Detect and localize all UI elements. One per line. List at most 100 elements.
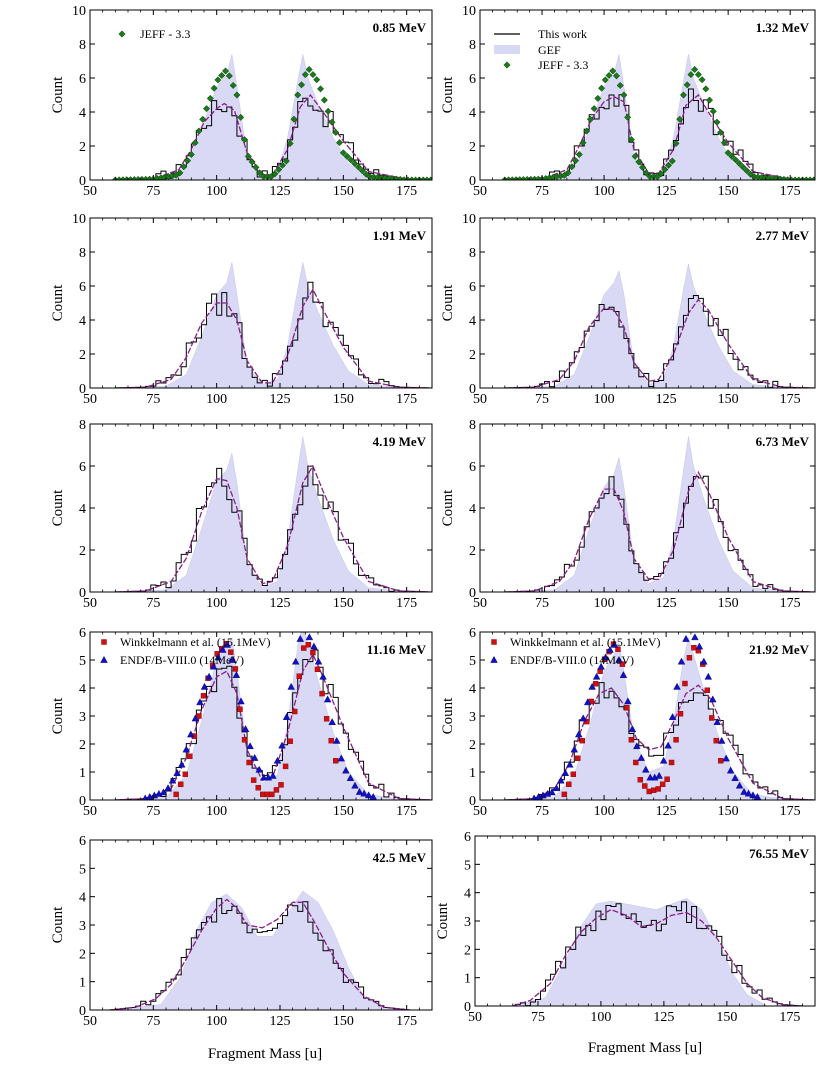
endf-point [323, 695, 332, 703]
y-axis-label: Count [50, 697, 66, 735]
winkkelmann-point [319, 690, 325, 697]
x-tick-label: 100 [206, 596, 227, 611]
panel-9: 50 75 100 125 150 175 0 1 2 3 4 5 6 Count 42.5 MeV [50, 834, 433, 1029]
winkkelmann-point [677, 711, 684, 717]
winkkelmann-point [264, 791, 271, 798]
panel-2: 50 75 100 125 150 175 0 2 4 6 8 10 Count 1.32 MeV This… [440, 4, 816, 199]
endf-point [237, 697, 245, 705]
winkkelmann-point [686, 655, 693, 661]
jeff-point [717, 128, 725, 136]
y-tick-label: 4 [469, 314, 476, 329]
panel-5: 50 75 100 125 150 175 0 2 4 6 8 Count 4.19 MeV [50, 418, 433, 611]
jeff-point [286, 139, 294, 148]
x-tick-label: 125 [270, 392, 291, 407]
y-tick-label: 0 [79, 794, 86, 809]
x-tick-label: 175 [396, 804, 417, 819]
y-axis-label: Count [435, 902, 451, 940]
jeff-point [199, 115, 207, 123]
endf-point [241, 725, 250, 732]
jeff-point [702, 85, 710, 93]
energy-label: 0.85 MeV [373, 20, 427, 35]
energy-label: 76.55 MeV [749, 846, 810, 861]
x-tick-label: 75 [535, 392, 549, 407]
endf-point [619, 671, 628, 678]
winkkelmann-point [584, 718, 590, 725]
endf-point [191, 714, 200, 722]
jeff-point [694, 71, 702, 79]
y-tick-label: 6 [79, 280, 86, 295]
jeff-point [612, 72, 621, 80]
legend-jeff-label: JEFF - 3.3 [140, 27, 190, 41]
panel-1: 50 75 100 125 150 175 0 2 4 6 8 10 Count 0.85 MeV JEFF… [50, 4, 433, 199]
jeff-point [229, 81, 237, 89]
endf-point [726, 766, 735, 774]
endf-point [566, 760, 574, 768]
jeff-point [313, 76, 321, 84]
y-tick-label: 8 [469, 246, 476, 261]
jeff-point [743, 167, 751, 175]
this-work-histogram [494, 295, 813, 388]
y-tick-label: 1 [469, 766, 476, 781]
winkkelmann-point [713, 737, 719, 744]
winkkelmann-point [709, 715, 715, 721]
fit-curve [504, 94, 815, 180]
y-tick-label: 5 [464, 858, 471, 873]
winkkelmann-point [246, 759, 252, 766]
y-axis-label: Count [440, 489, 456, 527]
x-tick-label: 125 [270, 596, 291, 611]
x-tick-label: 125 [656, 392, 677, 407]
y-tick-label: 0 [79, 382, 86, 397]
x-tick-label: 125 [653, 1010, 674, 1025]
endf-point [209, 662, 218, 670]
jeff-point [679, 91, 688, 99]
jeff-point [187, 150, 195, 159]
fit-curve [512, 908, 803, 1006]
endf-point [570, 745, 579, 753]
x-tick-label: 175 [396, 596, 417, 611]
jeff-point [575, 150, 583, 159]
plot-area [105, 632, 432, 800]
winkkelmann-point [273, 787, 280, 793]
y-tick-label: 6 [469, 626, 476, 641]
legend: Winkkelmann et al. (15.1MeV) ENDF/B-VIII.… [100, 635, 270, 667]
y-tick-label: 6 [469, 72, 476, 87]
endf-point [328, 718, 336, 725]
endf-point [633, 742, 641, 750]
jeff-point [732, 156, 740, 164]
plot-area [105, 436, 432, 592]
legend-winkkelmann-swatch [491, 639, 497, 645]
jeff-point [282, 157, 290, 165]
plot-area [494, 263, 815, 388]
endf-point [686, 632, 695, 633]
x-tick-label: 175 [396, 1014, 417, 1029]
gef-area [115, 436, 432, 592]
y-tick-label: 3 [79, 710, 86, 725]
energy-label: 1.91 MeV [373, 228, 427, 243]
winkkelmann-point [659, 781, 666, 788]
endf-point [351, 781, 359, 789]
plot-area [105, 890, 430, 1010]
endf-point [735, 781, 744, 789]
jeff-point [590, 105, 598, 113]
jeff-point [233, 91, 241, 99]
winkkelmann-point [579, 737, 585, 744]
jeff-point [739, 163, 747, 171]
jeff-point [354, 163, 363, 171]
winkkelmann-point [619, 661, 626, 667]
x-tick-label: 175 [779, 1010, 800, 1025]
endf-point [579, 714, 587, 722]
x-tick-label: 100 [206, 392, 227, 407]
endf-point [624, 697, 632, 705]
legend-jeff-label: JEFF - 3.3 [538, 58, 588, 72]
y-tick-label: 1 [79, 766, 86, 781]
winkkelmann-point [255, 784, 261, 791]
axes-frame [89, 423, 433, 593]
this-work-histogram [494, 682, 813, 800]
winkkelmann-point [592, 681, 599, 687]
jeff-point [620, 91, 628, 99]
energy-label: 11.16 MeV [367, 642, 427, 657]
y-tick-label: 8 [469, 38, 476, 53]
x-tick-label: 150 [333, 804, 354, 819]
legend-endf-swatch [100, 655, 108, 663]
jeff-point [195, 127, 203, 135]
